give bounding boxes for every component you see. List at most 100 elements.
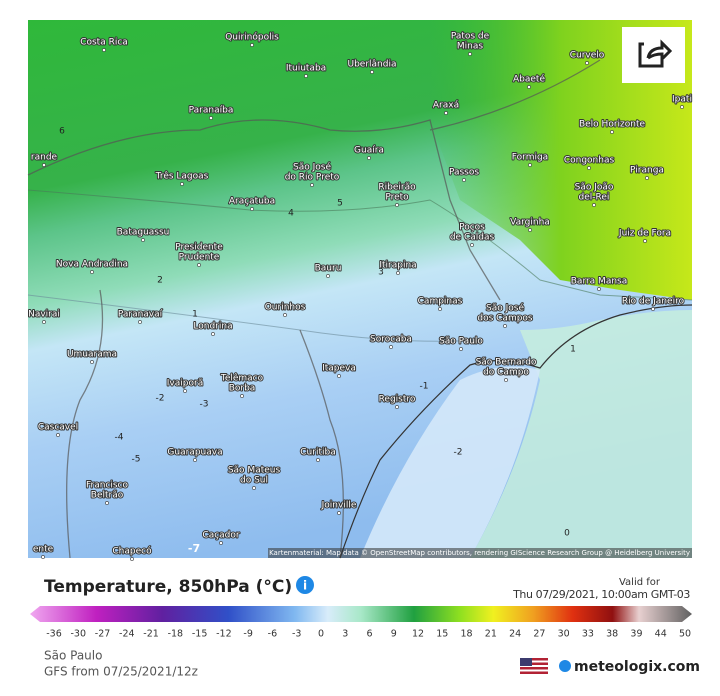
valid-time: Thu 07/29/2021, 10:00am GMT-03 <box>512 588 690 601</box>
scale-label: -36 <box>46 629 62 640</box>
city-label: dos Campos <box>477 314 533 324</box>
scale-label: 0 <box>318 629 324 640</box>
city-label: Bauru <box>315 264 342 274</box>
city-label: Londrina <box>193 322 232 332</box>
scale-label: 50 <box>679 629 691 640</box>
city-dot <box>643 239 647 243</box>
city-label: Varginha <box>510 218 550 228</box>
city-label: Juiz de Fora <box>618 229 671 239</box>
flag-icon <box>520 658 548 674</box>
scale-label: -6 <box>268 629 277 640</box>
city-dot <box>183 389 187 393</box>
color-scale-labels: -36 -30 -27 -24 -21 -18 -15 -12 -9 -6 -3 0 3 6 9 12 15 18… <box>46 629 691 640</box>
info-button[interactable]: i <box>296 576 314 594</box>
city-label: Quirinópolis <box>225 32 279 43</box>
scale-label: -21 <box>143 629 159 640</box>
city-dot <box>304 74 308 78</box>
city-label: Joinville <box>321 501 357 511</box>
city-label: Três Lagoas <box>155 171 209 182</box>
city-dot <box>470 243 474 247</box>
share-button[interactable] <box>622 27 685 83</box>
city-dot <box>396 271 400 275</box>
city-label: do Sul <box>240 476 268 486</box>
info-icon[interactable] <box>296 576 314 594</box>
city-label: Poços <box>459 223 485 233</box>
city-label: Paranaíba <box>189 106 234 116</box>
isotherm-label: 5 <box>337 199 343 209</box>
city-dot <box>651 307 655 311</box>
isotherm-labels: 6 5 4 3 2 1 1 -1 -2 -3 -4 -5 -2 -7 0 <box>59 127 576 556</box>
city-dot <box>367 156 371 160</box>
scale-label: 30 <box>558 629 570 640</box>
city-dot <box>395 203 399 207</box>
scale-label: -15 <box>192 629 208 640</box>
city-label: Prudente <box>179 253 220 263</box>
share-icon[interactable] <box>638 39 673 68</box>
color-scale <box>30 606 692 622</box>
city-label: Beltrão <box>91 491 124 501</box>
brand: meteologix.com <box>574 659 700 675</box>
city-dot <box>41 555 45 559</box>
city-dot <box>444 111 448 115</box>
city-label: Belo Horizonte <box>579 120 646 130</box>
city-label: Araxá <box>433 101 459 111</box>
city-label: São Paulo <box>439 337 483 347</box>
city-dot <box>370 70 374 74</box>
city-label: Telêmaco <box>220 373 264 384</box>
isotherm-label: -7 <box>188 542 200 555</box>
city-dot <box>680 105 684 109</box>
scale-label: -18 <box>168 629 184 640</box>
city-label: do Campo <box>483 368 529 378</box>
city-label: Umuarama <box>67 350 117 360</box>
city-dot <box>310 183 314 187</box>
city-label: Barra Mansa <box>571 277 628 287</box>
legend-title: Temperature, 850hPa (°C) <box>44 577 292 597</box>
ocean-region <box>470 310 692 558</box>
city-dot <box>316 458 320 462</box>
city-dot <box>610 130 614 134</box>
city-dot <box>180 182 184 186</box>
city-label: Curitiba <box>300 448 335 458</box>
city-dot <box>438 307 442 311</box>
location: São Paulo <box>44 649 102 663</box>
coastline <box>339 304 693 559</box>
city-label: rande <box>31 153 58 163</box>
city-dot <box>90 270 94 274</box>
city-label: Ourinhos <box>265 303 306 313</box>
scale-label: -12 <box>216 629 232 640</box>
city-dot <box>337 511 341 515</box>
coastal-sea <box>360 366 540 558</box>
scale-label: 33 <box>582 629 594 640</box>
city-label: Araçatuba <box>229 197 275 207</box>
city-dot <box>468 52 472 56</box>
city-label: Minas <box>457 42 483 52</box>
city-dot <box>395 405 399 409</box>
city-label: Francisco <box>86 481 129 491</box>
isotherm-label: -5 <box>132 455 141 465</box>
scale-label: 6 <box>366 629 372 640</box>
city-label: Curvelo <box>570 51 605 61</box>
city-dot <box>252 486 256 490</box>
info-glyph[interactable]: i <box>303 579 307 593</box>
city-label: Patos de <box>451 32 490 42</box>
city-dot <box>250 207 254 211</box>
scale-label: 21 <box>485 629 497 640</box>
scale-label: 3 <box>342 629 348 640</box>
city-label: São João <box>575 183 614 193</box>
city-dot <box>504 378 508 382</box>
city-dot <box>240 394 244 398</box>
city-dot <box>528 163 532 167</box>
city-label: Campinas <box>418 297 463 307</box>
city-dot <box>105 501 109 505</box>
city-dot <box>211 332 215 336</box>
city-dot <box>56 433 60 437</box>
city-dot <box>90 360 94 364</box>
scale-label: 38 <box>606 629 618 640</box>
warm-region <box>430 20 692 300</box>
scale-label: 24 <box>509 629 521 640</box>
isotherm <box>27 294 481 342</box>
city-label: Presidente <box>175 243 223 253</box>
scale-label: 27 <box>533 629 545 640</box>
